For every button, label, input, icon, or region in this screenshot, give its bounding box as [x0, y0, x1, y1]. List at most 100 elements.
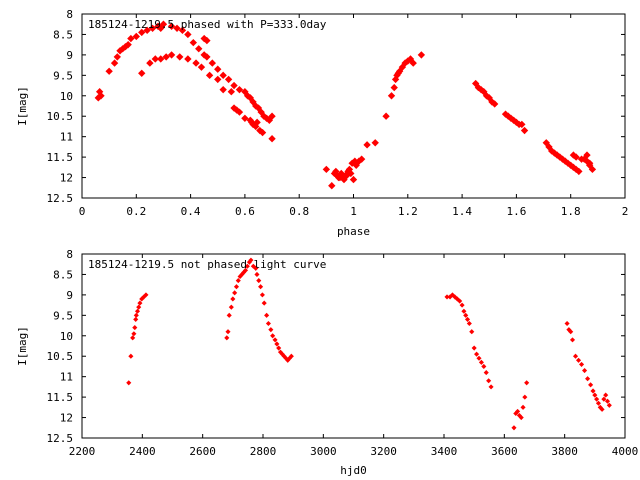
unphased-x-tick-label: 2600: [189, 445, 216, 458]
phased-data-point: [235, 108, 244, 116]
unphased-data-point: [276, 345, 282, 351]
unphased-data-point: [486, 378, 492, 384]
unphased-x-axis-label: hjd0: [340, 464, 367, 477]
unphased-data-point: [488, 384, 494, 390]
phased-data-point: [253, 118, 261, 127]
unphased-plot-frame: [81, 253, 626, 439]
unphased-data-point: [511, 425, 517, 431]
phased-x-tick-label: 0.2: [126, 205, 146, 218]
phased-data-point: [518, 120, 526, 129]
phased-data-point: [268, 135, 276, 143]
unphased-y-tick-label: 9.5: [53, 309, 73, 322]
unphased-data-point: [224, 335, 230, 341]
unphased-data-point: [128, 353, 134, 359]
phased-y-tick-label: 10: [60, 90, 73, 103]
unphased-data-point: [522, 394, 528, 400]
phased-data-point: [586, 159, 594, 167]
unphased-y-tick-label: 9: [66, 289, 73, 302]
phased-data-point: [219, 85, 227, 94]
phased-data-point: [328, 182, 336, 190]
unphased-data-point: [603, 392, 609, 398]
phased-data-point: [97, 92, 105, 100]
phased-x-tick-label: 0.6: [235, 205, 255, 218]
unphased-data-point: [143, 292, 149, 298]
phased-y-tick-label: 10.5: [47, 110, 74, 123]
unphased-data-point: [481, 363, 487, 369]
unphased-data-point: [466, 320, 472, 327]
unphased-data-point: [274, 341, 280, 347]
phased-data-point: [409, 59, 417, 67]
phased-x-axis-label: phase: [337, 225, 370, 238]
phased-x-tick-label: 0.4: [181, 205, 201, 218]
unphased-data-point: [242, 267, 249, 273]
unphased-data-point: [268, 327, 274, 333]
phased-x-tick-label: 1: [350, 205, 357, 218]
phased-y-tick-label: 8: [66, 8, 73, 21]
phased-light-curve-panel: 0 0.2 0.4 0.6 0.8 1 1.2 1.4 1.6 1.8 2 8 8.5 9 9.5 10 10.…: [16, 8, 628, 238]
unphased-data-point: [520, 404, 526, 410]
phased-data-point: [588, 165, 597, 174]
unphased-data-point: [457, 298, 463, 304]
phased-x-tick-label: 0: [79, 205, 86, 218]
phased-data-point: [417, 51, 426, 59]
phased-data-point: [575, 167, 583, 176]
phased-y-axis-label: I[mag]: [16, 86, 29, 126]
phased-data-point: [189, 38, 197, 47]
phased-data-point: [572, 153, 580, 161]
unphased-x-tick-label: 3400: [431, 445, 458, 458]
phased-data-point: [230, 81, 238, 90]
phased-data-point: [192, 59, 200, 67]
unphased-data-point: [471, 345, 477, 351]
unphased-data-point: [459, 302, 465, 308]
unphased-data-point: [585, 376, 591, 382]
unphased-data-point: [258, 284, 264, 290]
unphased-y-tick-label: 8.5: [53, 268, 73, 281]
phased-data-point: [184, 55, 192, 63]
phased-data-point: [390, 83, 398, 92]
unphased-data-point: [524, 380, 530, 386]
phased-x-tick-label: 1.4: [452, 205, 472, 218]
unphased-y-tick-label: 10.5: [47, 350, 74, 363]
unphased-data-point: [604, 398, 611, 404]
unphased-data-point: [254, 271, 260, 277]
unphased-data-point: [474, 351, 480, 357]
unphased-data-point: [133, 316, 139, 322]
unphased-data-point: [588, 382, 594, 388]
phased-data-point: [205, 71, 214, 80]
unphased-data-point: [264, 312, 270, 318]
unphased-data-point: [244, 263, 250, 269]
phased-y-tick-label: 12: [60, 172, 73, 185]
unphased-y-tick-label: 11: [60, 371, 73, 384]
phased-x-tick-label: 2: [622, 205, 629, 218]
phased-data-point: [184, 30, 192, 39]
unphased-data-point: [130, 335, 136, 341]
phased-data-point: [162, 53, 170, 61]
unphased-x-tick-label: 3600: [491, 445, 518, 458]
phased-data-point: [363, 141, 371, 149]
phased-data-point: [214, 75, 222, 84]
phased-plot-frame: [81, 13, 626, 199]
phased-x-tick-label: 1.2: [398, 205, 418, 218]
unphased-plot-title: 185124-1219.5 not phased light curve: [88, 258, 326, 271]
unphased-data-point: [136, 304, 142, 310]
unphased-data-point: [132, 325, 138, 331]
phased-x-tick-label: 1.6: [506, 205, 526, 218]
unphased-data-point: [572, 353, 579, 359]
unphased-data-point: [476, 355, 482, 361]
unphased-data-point: [248, 257, 254, 263]
unphased-y-tick-label: 12.5: [47, 432, 74, 445]
unphased-x-tick-label: 4000: [612, 445, 639, 458]
unphased-data-point: [134, 308, 141, 314]
unphased-data-point: [582, 367, 588, 374]
unphased-data-point: [232, 290, 238, 296]
unphased-data-point: [272, 337, 278, 343]
phased-data-point: [113, 53, 121, 61]
phased-y-tick-label: 11: [60, 131, 73, 144]
unphased-y-tick-label: 10: [60, 330, 73, 343]
unphased-data-point: [288, 353, 294, 359]
unphased-data-point: [469, 329, 475, 335]
phased-data-point: [146, 59, 154, 67]
phased-data-point: [349, 175, 358, 184]
unphased-data-point: [259, 292, 265, 298]
phased-data-point: [332, 167, 340, 176]
